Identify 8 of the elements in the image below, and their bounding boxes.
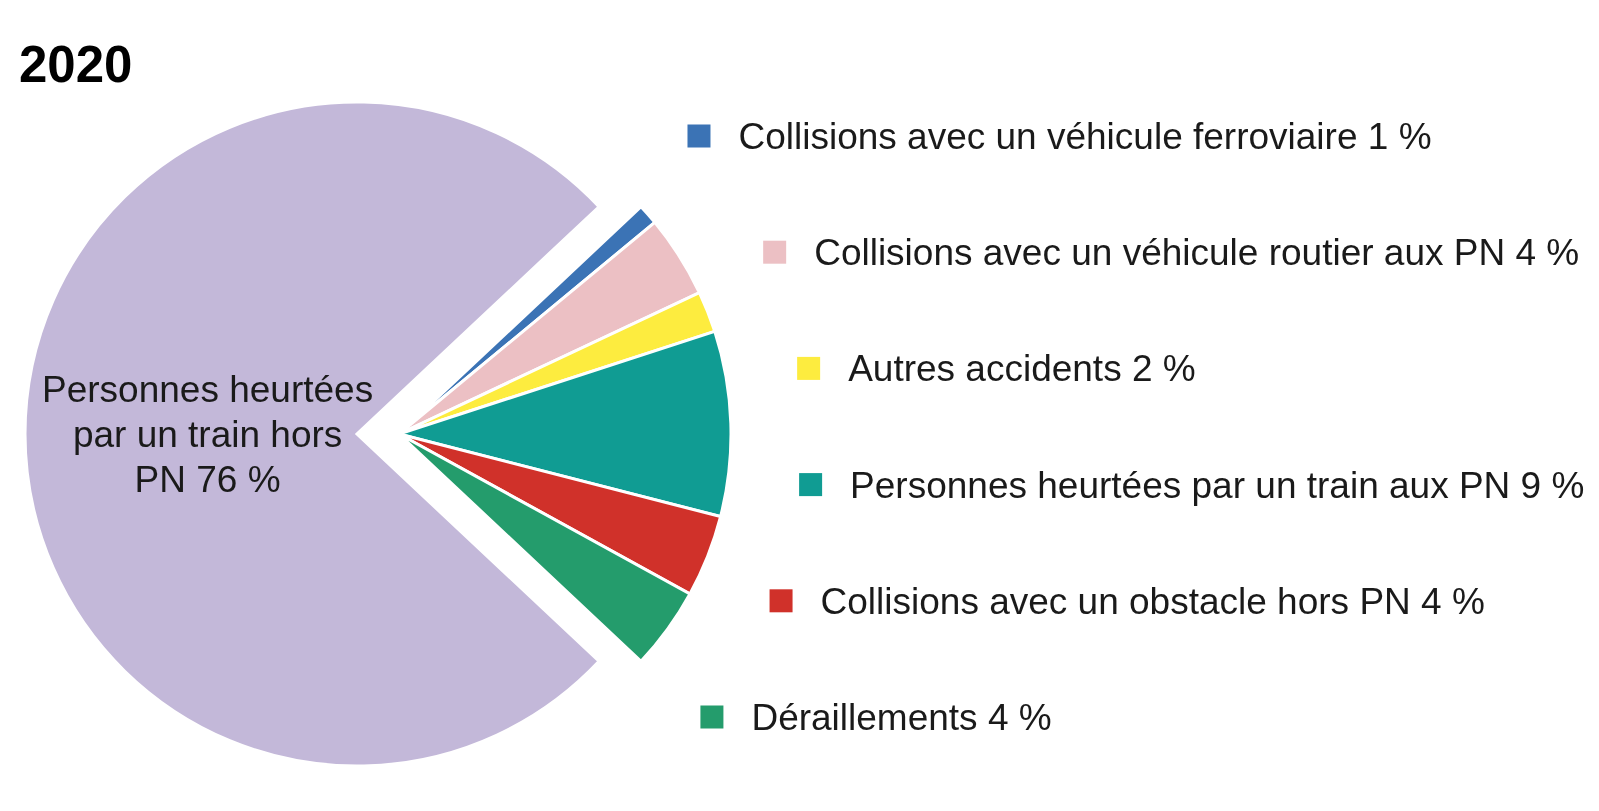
legend-label: Personnes heurtées par un train aux PN 9 %: [850, 464, 1585, 506]
legend-label: Collisions avec un véhicule routier aux PN 4 %: [814, 232, 1580, 274]
legend-label: Autres accidents 2 %: [848, 348, 1196, 390]
legend-label: Collisions avec un obstacle hors PN 4 %: [820, 580, 1485, 622]
legend-label: Collisions avec un véhicule ferroviaire 1 %: [738, 116, 1432, 157]
chart-title: 2020: [19, 36, 133, 93]
legend-label: Déraillements 4 %: [751, 697, 1052, 738]
slice-label: Personnes heurtées par un train hors PN 76 %: [42, 369, 374, 500]
